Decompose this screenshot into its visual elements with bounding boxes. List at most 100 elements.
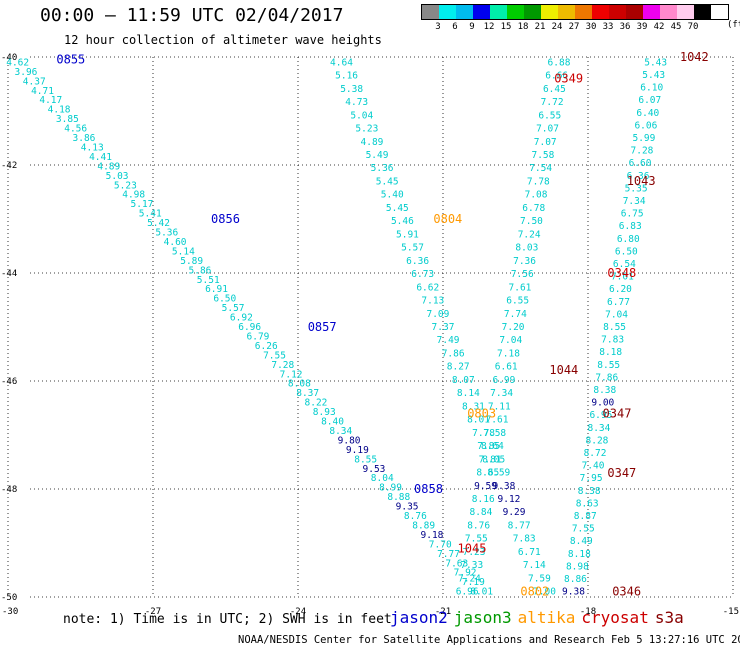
legend-labels: 3 6 9 12 15 18 21 24 27 30 33 36 39 42 45 70	[421, 20, 729, 32]
note-text: note: 1) Time is in UTC; 2) SWH is in fe…	[63, 612, 392, 627]
swh-value: 5.41	[139, 209, 162, 220]
swh-value: 8.49	[570, 536, 593, 547]
swh-value: 5.40	[381, 190, 404, 201]
swh-value: 6.55	[506, 296, 529, 307]
swh-value: 9.18	[421, 530, 444, 541]
swh-value: 8.88	[387, 492, 410, 503]
swh-value: 6.83	[619, 221, 642, 232]
swh-value: 5.86	[189, 265, 212, 276]
swh-value: 8.31	[462, 401, 485, 412]
swh-value: 7.12	[280, 369, 303, 380]
swh-value: 8.93	[313, 407, 336, 418]
legend-swatch	[456, 5, 473, 19]
x-tick-label: -24	[290, 607, 306, 617]
swh-value: 7.08	[525, 190, 548, 201]
swh-value: 7.19	[462, 577, 485, 588]
swh-value: 8.22	[305, 398, 328, 409]
swh-value: 6.50	[213, 294, 236, 305]
swh-value: 8.77	[508, 520, 531, 531]
swh-value: 7.85	[477, 441, 500, 452]
swh-value: 7.04	[605, 309, 628, 320]
swh-value: 8.59	[487, 468, 510, 479]
swh-value: 9.19	[346, 445, 369, 456]
swh-value: 7.78	[472, 428, 495, 439]
swh-value: 4.41	[89, 152, 112, 163]
swh-value: 5.17	[131, 199, 154, 210]
swh-value: 5.49	[366, 150, 389, 161]
swh-value: 9.12	[498, 494, 521, 505]
swh-value: 8.37	[296, 388, 319, 399]
swh-value: 6.91	[205, 284, 228, 295]
legend-swatch	[575, 5, 592, 19]
swh-value: 8.65	[476, 468, 499, 479]
legend-label: 70	[687, 22, 699, 32]
swh-value: 8.55	[354, 454, 377, 465]
swh-value: 8.84	[469, 507, 492, 518]
swh-value: 6.20	[609, 284, 632, 295]
pass-time-tag: 0347	[603, 406, 632, 420]
swh-value: 6.95	[589, 410, 612, 421]
satellite-label-cryosat: cryosat	[581, 608, 649, 627]
pass-time-tag: 0855	[56, 53, 85, 67]
swh-value: 7.77	[437, 549, 460, 560]
swh-value: 4.89	[361, 137, 384, 148]
swh-value: 6.40	[636, 108, 659, 119]
swh-value: 7.24	[518, 229, 541, 240]
swh-value: 7.56	[511, 269, 534, 280]
legend-swatch	[524, 5, 541, 19]
legend-swatch	[677, 5, 694, 19]
legend-label: 3	[435, 22, 441, 32]
swh-value: 7.37	[432, 322, 455, 333]
swh-value: 8.76	[404, 511, 427, 522]
color-legend: 3 6 9 12 15 18 21 24 27 30 33 36 39 42 45 70	[421, 4, 729, 32]
swh-value: 9.38	[492, 481, 515, 492]
swh-value: 8.14	[457, 388, 480, 399]
legend-label: 15	[500, 22, 512, 32]
legend-label: 30	[585, 22, 597, 32]
swh-value: 4.17	[39, 95, 62, 106]
swh-value: 7.50	[520, 216, 543, 227]
swh-value: 7.81	[479, 454, 502, 465]
swh-value: 7.55	[572, 524, 595, 535]
swh-value: 8.64	[481, 441, 504, 452]
legend-label: 39	[636, 22, 648, 32]
legend-swatch	[660, 5, 677, 19]
swh-value: 6.78	[522, 203, 545, 214]
swh-value: 7.92	[454, 568, 477, 579]
swh-value: 8.40	[321, 417, 344, 428]
swh-value: 6.36	[406, 256, 429, 267]
swh-value: 6.88	[548, 57, 571, 68]
swh-value: 5.42	[147, 218, 170, 229]
swh-value: 8.87	[574, 511, 597, 522]
satellite-label-jason2: jason2	[390, 608, 448, 627]
swh-value: 8.16	[472, 494, 495, 505]
swh-value: 7.61	[486, 415, 509, 426]
legend-swatch	[439, 5, 456, 19]
swh-value: 8.04	[371, 473, 394, 484]
swh-value: 7.14	[523, 560, 546, 571]
swh-value: 5.36	[155, 228, 178, 239]
x-tick-label: -15	[723, 607, 739, 617]
swh-value: 7.07	[536, 124, 559, 135]
x-tick-label: -18	[580, 607, 596, 617]
swh-value: 6.45	[543, 84, 566, 95]
swh-value: 4.60	[164, 237, 187, 248]
legend-label: 9	[469, 22, 475, 32]
legend-swatch	[592, 5, 609, 19]
swh-value: 8.72	[584, 448, 607, 459]
swh-value: 7.20	[502, 322, 525, 333]
satellite-label-s3a: s3a	[654, 608, 684, 627]
swh-value: 8.28	[586, 435, 609, 446]
swh-value: 9.35	[396, 502, 419, 513]
legend-unit: (ft)	[727, 20, 740, 30]
pass-time-tag: 0856	[211, 212, 240, 226]
swh-value: 7.58	[531, 150, 554, 161]
swh-value: 7.78	[527, 176, 550, 187]
swh-value: 6.61	[495, 362, 518, 373]
swh-value: 4.13	[81, 142, 104, 153]
swh-value: 8.99	[379, 483, 402, 494]
legend-swatch	[694, 5, 711, 19]
pass-time-tag: 0858	[414, 482, 443, 496]
swh-value: 6.55	[538, 110, 561, 121]
